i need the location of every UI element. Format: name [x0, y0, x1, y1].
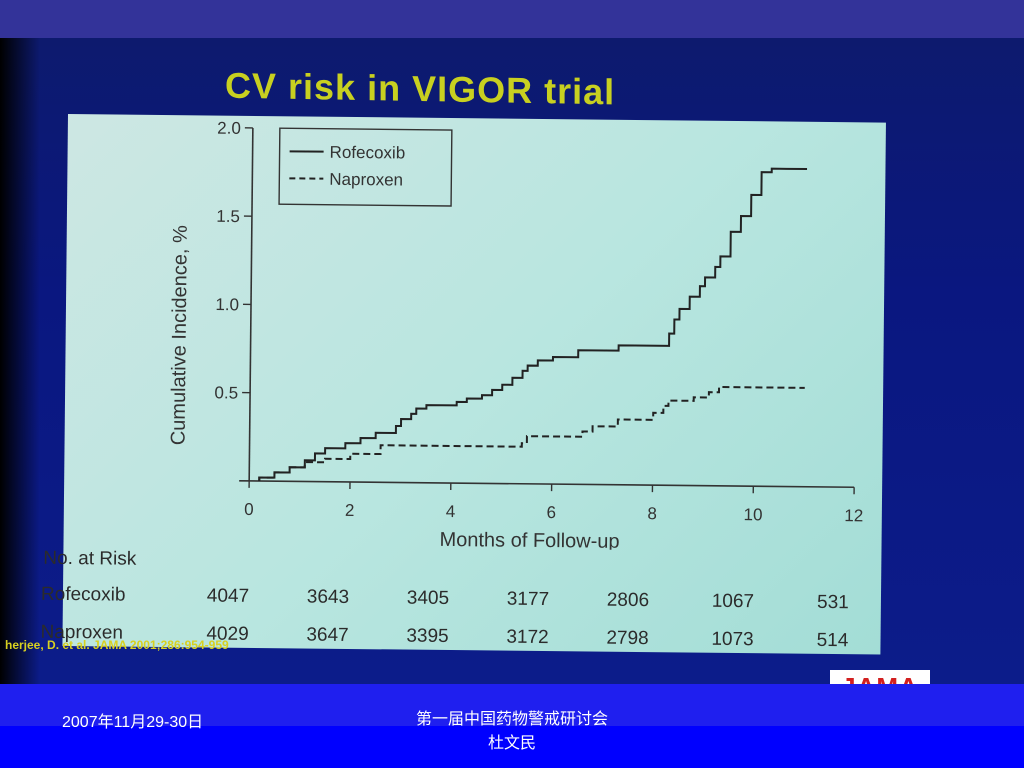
x-tick-label: 8: [647, 504, 657, 523]
risk-cell: 3647: [306, 624, 349, 646]
legend-box: [278, 127, 453, 207]
footer-author: 杜文民: [487, 735, 536, 752]
y-tick-label: 2.0: [217, 119, 241, 138]
risk-cell: 3643: [306, 586, 350, 608]
x-axis-line: [239, 480, 855, 489]
legend-label-rofecoxib: Rofecoxib: [330, 143, 406, 163]
top-bar: [0, 0, 1024, 38]
risk-cell: 531: [816, 591, 849, 614]
series-layer: [258, 167, 808, 482]
risk-cell: 3395: [406, 625, 449, 648]
risk-cell: 4047: [206, 585, 250, 607]
x-axis-title: Months of Follow-up: [439, 529, 619, 553]
citation: herjee, D. et al. JAMA 2001;286:954-959: [5, 638, 229, 652]
x-tick-label: 2: [345, 501, 355, 520]
axes-layer: 0 2 4 6 8 10 12 0.5 1.0 1.5 2.0: [214, 119, 863, 526]
risk-cell: 3405: [406, 587, 450, 610]
footer-event-title: 第一届中国药物警戒研讨会: [415, 711, 608, 728]
slide-photo: CV risk in VIGOR trial 0 2 4 6 8 10 12 0.5 1.0 1.…: [0, 38, 1024, 704]
y-axis-title: Cumulative Incidence, %: [168, 225, 192, 446]
series-line-rofecoxib: [258, 167, 808, 482]
chart: 0 2 4 6 8 10 12 0.5 1.0 1.5 2.0 Rofecoxib Naproxen…: [168, 119, 864, 553]
series-line-naproxen: [258, 385, 805, 482]
x-tick-label: 4: [446, 502, 456, 521]
risk-cell: 1067: [711, 590, 755, 613]
x-tick-label: 6: [547, 503, 557, 522]
footer-event: 第一届中国药物警戒研讨会 杜文民: [392, 708, 632, 756]
x-tick-label: 10: [743, 505, 762, 524]
legend-label-naproxen: Naproxen: [329, 170, 403, 190]
risk-cell: 3177: [506, 588, 550, 611]
risk-cell: 2806: [606, 589, 650, 612]
footer-date: 2007年11月29-30日: [62, 714, 204, 731]
risk-cell: 514: [816, 629, 849, 652]
footer-bar: 2007年11月29-30日 第一届中国药物警戒研讨会 杜文民: [0, 684, 1024, 768]
risk-cell: 2798: [606, 627, 649, 650]
legend: Rofecoxib Naproxen: [278, 127, 453, 207]
chart-panel: 0 2 4 6 8 10 12 0.5 1.0 1.5 2.0 Rofecoxib Naproxen…: [40, 114, 886, 655]
x-tick-label: 12: [844, 506, 863, 525]
footer-strip: [0, 684, 1024, 726]
risk-cell: 1073: [711, 628, 754, 651]
x-tick-label: 0: [244, 500, 254, 519]
risk-cell: 3172: [506, 626, 549, 649]
risk-table-heading: No. at Risk: [43, 547, 137, 570]
y-tick-label: 1.0: [215, 295, 239, 314]
y-tick-label: 0.5: [214, 383, 238, 402]
y-tick-label: 1.5: [216, 207, 240, 226]
slide-title: CV risk in VIGOR trial: [225, 64, 616, 113]
risk-row-label-rofecoxib: Rofecoxib: [40, 583, 126, 606]
